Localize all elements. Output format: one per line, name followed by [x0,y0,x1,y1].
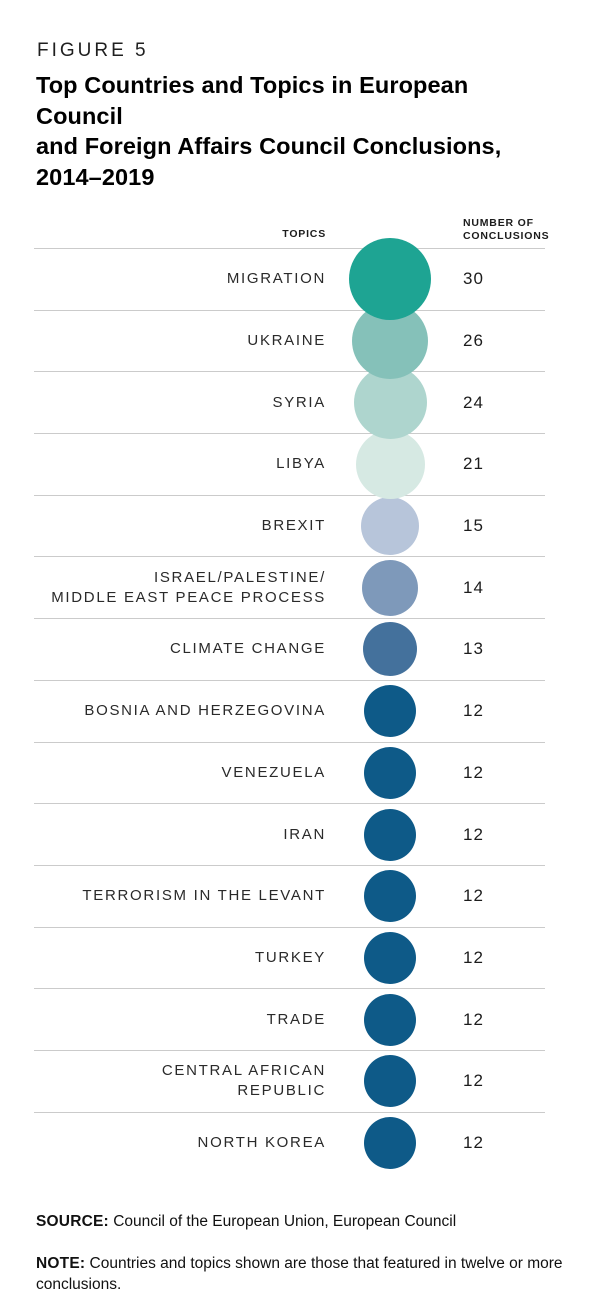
chart-row: CLIMATE CHANGE 13 [34,618,545,680]
chart-row: UKRAINE 26 [34,303,545,380]
bubble [349,238,431,321]
chart-title: Top Countries and Topics in European Cou… [36,70,536,192]
chart-row: TRADE 12 [34,988,545,1050]
value-label: 21 [463,454,484,474]
topic-label: UKRAINE [247,332,326,350]
topic-label: TRADE [266,1010,326,1028]
bubble [364,746,416,799]
chart-row: LIBYA 21 [34,429,545,499]
value-label: 12 [463,1071,484,1091]
bubble [362,559,418,616]
topic-label: ISRAEL/PALESTINE/ MIDDLE EAST PEACE PROC… [51,568,326,606]
value-label: 26 [463,331,484,351]
chart-row: TERRORISM IN THE LEVANT 12 [34,864,545,927]
column-header-topics: TOPICS [282,228,326,240]
value-label: 12 [463,824,484,844]
source-text: Council of the European Union, European … [113,1213,457,1231]
bubble [364,1055,416,1108]
topic-label: CENTRAL AFRICAN REPUBLIC [161,1062,326,1100]
bubble [364,993,416,1046]
bubble [364,1116,416,1169]
chart-row: SYRIA 24 [34,366,545,440]
bubble [363,622,417,677]
chart-header: TOPICS NUMBER OF CONCLUSIONS [34,206,548,248]
source-label: SOURCE: [36,1213,109,1231]
value-label: 30 [463,269,484,289]
chart-row: VENEZUELA 12 [34,741,545,804]
bubble [364,870,416,923]
topic-label: BREXIT [261,517,326,535]
chart-row: BOSNIA AND HERZEGOVINA 12 [34,679,545,742]
topic-label: NORTH KOREA [197,1133,326,1151]
chart-title-line-1: Top Countries and Topics in European Cou… [36,72,469,129]
chart-rows: MIGRATION 30 UKRAINE 26 SYRIA 24 LIBYA 21 BREXIT… [34,238,545,1174]
chart-row: BREXIT 15 [34,494,545,557]
topic-label: BOSNIA AND HERZEGOVINA [84,702,326,720]
note-text: Countries and topics shown are those tha… [36,1255,563,1294]
chart-row: NORTH KOREA 12 [34,1111,545,1174]
footer: SOURCE: Council of the European Union, E… [36,1211,564,1295]
value-label: 12 [463,1009,484,1029]
chart-row: TURKEY 12 [34,926,545,989]
figure-label: FIGURE 5 [37,40,149,61]
topic-label: SYRIA [272,393,326,411]
bubble [364,685,416,738]
topic-label: TURKEY [254,948,326,966]
chart-row: IRAN 12 [34,803,545,865]
topic-label: TERRORISM IN THE LEVANT [82,887,326,905]
value-label: 14 [463,577,484,597]
topic-label: MIGRATION [226,270,326,288]
value-label: 12 [463,701,484,721]
value-label: 13 [463,639,484,659]
value-label: 12 [463,886,484,906]
chart-title-line-2: and Foreign Affairs Council Conclusions, [36,133,502,159]
topic-label: LIBYA [276,455,326,473]
value-label: 12 [463,947,484,967]
value-label: 12 [463,762,484,782]
chart-row: ISRAEL/PALESTINE/ MIDDLE EAST PEACE PROC… [34,556,545,618]
bubble [364,808,416,861]
topic-label: VENEZUELA [221,763,326,781]
bubble [355,429,425,499]
bubble [361,497,419,556]
value-label: 24 [463,392,484,412]
topic-label: IRAN [283,825,326,843]
chart-row: MIGRATION 30 [34,238,545,321]
note: NOTE: Countries and topics shown are tho… [36,1253,564,1295]
chart-title-line-3: 2014–2019 [36,163,155,190]
value-label: 15 [463,516,484,536]
bubble-chart: TOPICS NUMBER OF CONCLUSIONS MIGRATION 30… [34,206,549,1174]
note-label: NOTE: [36,1255,86,1273]
column-header-number-of-conclusions: NUMBER OF CONCLUSIONS [463,217,550,242]
value-label: 12 [463,1132,484,1152]
source-note: SOURCE: Council of the European Union, E… [36,1211,564,1232]
chart-row: CENTRAL AFRICAN REPUBLIC 12 [34,1049,545,1112]
bubble [364,931,416,984]
topic-label: CLIMATE CHANGE [169,640,326,658]
